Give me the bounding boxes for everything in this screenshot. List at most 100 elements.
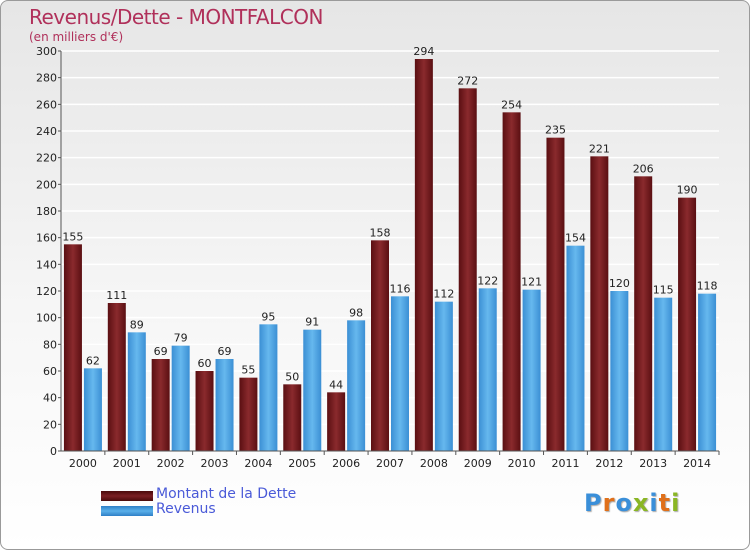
data-label: 115	[653, 284, 674, 297]
bar-debt	[634, 176, 653, 452]
data-label: 155	[62, 230, 83, 243]
x-tick-label: 2010	[508, 457, 536, 470]
data-label: 111	[106, 289, 127, 302]
y-tick-label: 60	[43, 365, 57, 378]
x-tick-label: 2002	[157, 457, 185, 470]
bar-debt	[195, 371, 214, 451]
data-label: 112	[433, 288, 454, 301]
x-tick-label: 2011	[551, 457, 579, 470]
data-label: 62	[86, 354, 100, 367]
bar-debt	[590, 156, 609, 452]
y-tick-label: 300	[36, 45, 57, 58]
x-axis-ticks: 2000 2001 2002 2003 2004 2005 2006 2007 2008 2009…	[69, 451, 720, 470]
x-tick-label: 2009	[464, 457, 492, 470]
x-tick-label: 2005	[288, 457, 316, 470]
bar-revenue	[698, 293, 717, 451]
y-tick-label: 120	[36, 285, 57, 298]
data-label: 69	[218, 345, 232, 358]
y-tick-label: 200	[36, 178, 57, 191]
data-label: 206	[633, 162, 654, 175]
y-tick-label: 160	[36, 232, 57, 245]
bar-revenue	[347, 320, 366, 451]
data-label: 116	[390, 282, 411, 295]
data-label: 254	[501, 98, 522, 111]
bar-revenue	[391, 296, 409, 451]
data-label: 221	[589, 142, 610, 155]
x-tick-label: 2013	[639, 457, 667, 470]
data-label: 272	[457, 74, 478, 87]
data-label: 121	[521, 276, 542, 289]
bar-debt	[239, 377, 258, 451]
legend-swatch-revenue	[101, 506, 153, 516]
x-tick-label: 2006	[332, 457, 360, 470]
x-tick-label: 2003	[201, 457, 229, 470]
bar-debt	[458, 88, 477, 451]
bar-revenue	[127, 332, 146, 451]
x-tick-label: 2007	[376, 457, 404, 470]
x-tick-label: 2001	[113, 457, 141, 470]
x-tick-label: 2008	[420, 457, 448, 470]
y-tick-label: 180	[36, 205, 57, 218]
bar-debt	[107, 303, 126, 451]
bar-revenue	[259, 324, 278, 451]
y-tick-label: 240	[36, 125, 57, 138]
bars	[63, 59, 717, 452]
bar-revenue	[654, 297, 673, 451]
logo-letter: t	[658, 489, 672, 517]
bar-revenue	[171, 345, 190, 451]
bar-revenue	[522, 289, 541, 451]
bar-debt	[63, 244, 82, 451]
bar-revenue	[83, 368, 102, 451]
y-tick-label: 100	[36, 312, 57, 325]
y-tick-label: 140	[36, 258, 57, 271]
y-tick-label: 260	[36, 98, 57, 111]
x-tick-label: 2014	[683, 457, 711, 470]
y-tick-label: 0	[50, 445, 57, 458]
data-label: 95	[261, 310, 275, 323]
bar-revenue	[303, 329, 322, 451]
bar-debt	[283, 384, 302, 451]
data-label: 91	[305, 316, 319, 329]
logo-letter: i	[671, 489, 681, 517]
proxiti-logo: Proxiti	[584, 489, 680, 517]
data-labels: 155 62 111 89 69 79 60 69 55 95 50 91 44 98 158 116 294 1…	[62, 45, 717, 391]
grid-lines	[61, 50, 719, 426]
bar-revenue	[610, 291, 629, 451]
data-label: 60	[198, 357, 212, 370]
bar-debt	[151, 359, 170, 451]
bar-revenue	[434, 301, 453, 451]
data-label: 69	[154, 345, 168, 358]
x-tick-label: 2012	[595, 457, 623, 470]
y-axis-ticks: 0 20 40 60 80 100 120 140 160 180 200 220 240 260 280 3…	[36, 45, 61, 458]
y-tick-label: 80	[43, 338, 57, 351]
data-label: 55	[241, 364, 255, 377]
data-label: 50	[285, 370, 299, 383]
logo-letter: i	[649, 489, 659, 517]
legend-swatch-debt	[101, 491, 153, 501]
data-label: 79	[174, 332, 188, 345]
x-tick-label: 2000	[69, 457, 97, 470]
data-label: 44	[329, 378, 343, 391]
chart-title: Revenus/Dette - MONTFALCON	[29, 5, 323, 29]
bar-debt	[546, 137, 565, 451]
bar-debt	[502, 112, 521, 451]
y-tick-label: 40	[43, 392, 57, 405]
data-label: 294	[413, 45, 434, 58]
bar-revenue	[215, 359, 234, 451]
data-label: 154	[565, 232, 586, 245]
y-tick-label: 20	[43, 418, 57, 431]
legend-label-revenue: Revenus	[156, 501, 216, 517]
bar-debt	[327, 392, 346, 451]
bar-debt	[371, 240, 389, 451]
data-label: 120	[609, 277, 630, 290]
logo-letter: x	[632, 489, 650, 517]
y-tick-label: 220	[36, 152, 57, 165]
bar-debt	[414, 59, 433, 451]
data-label: 158	[370, 226, 391, 239]
y-tick-label: 280	[36, 72, 57, 85]
data-label: 98	[349, 306, 363, 319]
data-label: 190	[677, 184, 698, 197]
bar-revenue	[566, 245, 585, 451]
x-tick-label: 2004	[244, 457, 272, 470]
